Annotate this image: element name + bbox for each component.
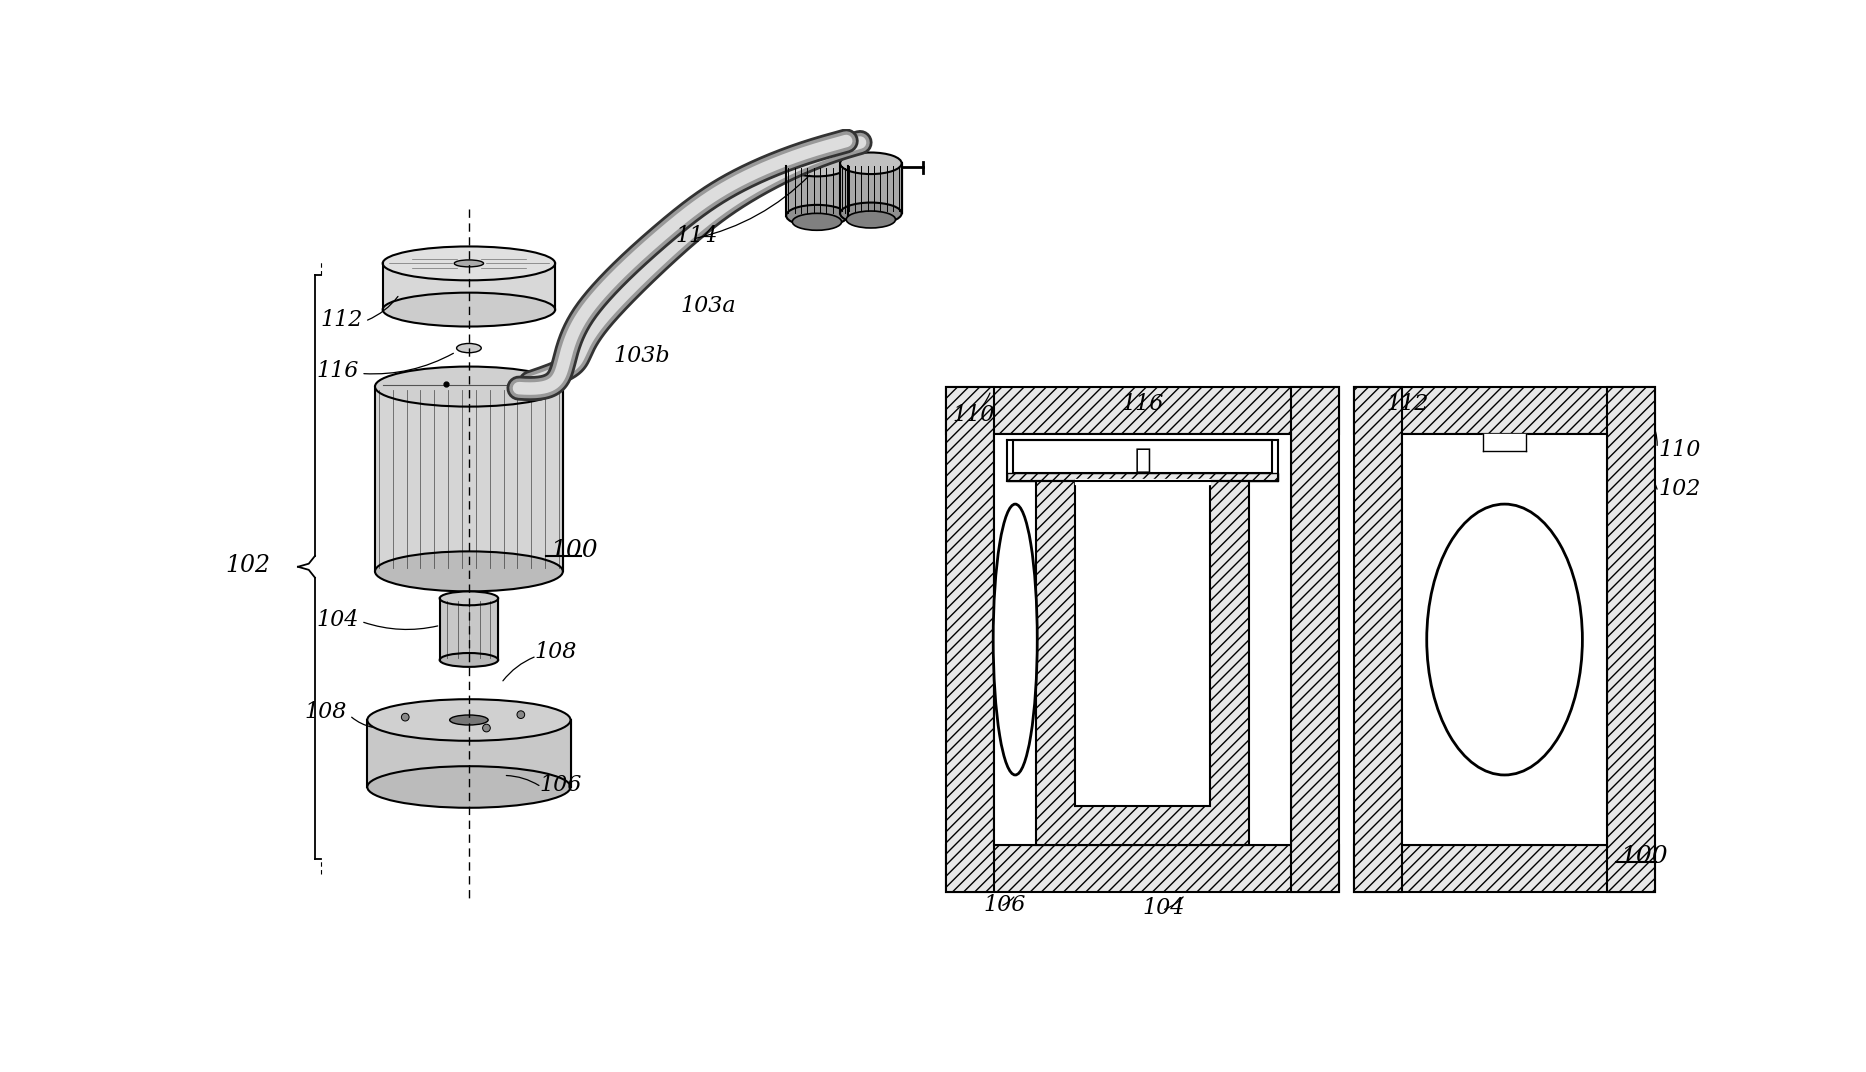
Text: 106: 106	[539, 774, 582, 795]
Ellipse shape	[368, 766, 571, 808]
Text: 110: 110	[1659, 440, 1702, 462]
Ellipse shape	[453, 259, 483, 267]
Ellipse shape	[457, 343, 481, 353]
Ellipse shape	[450, 715, 489, 725]
Ellipse shape	[375, 551, 564, 592]
Text: 112: 112	[321, 309, 362, 330]
Text: 水: 水	[1135, 447, 1151, 474]
Bar	[1607, 387, 1655, 893]
Ellipse shape	[1427, 504, 1582, 775]
Ellipse shape	[845, 211, 896, 228]
Text: 112: 112	[1386, 393, 1429, 415]
Text: 106: 106	[983, 894, 1026, 915]
Text: 100: 100	[1620, 845, 1668, 868]
Text: 104: 104	[1142, 897, 1185, 919]
Ellipse shape	[375, 367, 564, 406]
Text: 102: 102	[1659, 478, 1702, 500]
Bar	[1013, 441, 1273, 473]
Ellipse shape	[440, 653, 498, 667]
Bar	[1355, 387, 1655, 434]
Bar	[1291, 387, 1340, 893]
Text: 103b: 103b	[614, 345, 670, 367]
Bar	[1355, 387, 1401, 893]
Text: 116: 116	[317, 360, 358, 383]
Ellipse shape	[840, 203, 901, 224]
Text: 104: 104	[317, 609, 358, 631]
Circle shape	[401, 713, 409, 721]
Bar	[946, 845, 1340, 893]
Ellipse shape	[368, 699, 571, 741]
Bar	[1036, 480, 1248, 845]
Bar	[1008, 473, 1278, 480]
Ellipse shape	[440, 592, 498, 606]
Text: 114: 114	[675, 225, 718, 248]
Ellipse shape	[793, 213, 842, 230]
Ellipse shape	[383, 247, 556, 281]
Text: 100: 100	[550, 539, 597, 562]
Bar	[946, 387, 995, 893]
Circle shape	[483, 725, 491, 732]
Ellipse shape	[993, 504, 1037, 775]
Ellipse shape	[786, 205, 847, 226]
Bar	[1355, 845, 1655, 893]
Bar	[1401, 434, 1607, 845]
Circle shape	[517, 711, 524, 718]
Text: 116: 116	[1121, 393, 1164, 415]
Ellipse shape	[840, 152, 901, 174]
Bar	[946, 387, 1340, 434]
Text: 108: 108	[304, 701, 347, 724]
Text: 102: 102	[226, 554, 271, 578]
Text: 103a: 103a	[681, 295, 737, 316]
Bar	[1075, 480, 1211, 806]
Text: 110: 110	[952, 404, 995, 426]
Ellipse shape	[786, 154, 847, 177]
Ellipse shape	[383, 293, 556, 327]
Bar	[995, 434, 1291, 845]
Text: 108: 108	[534, 641, 577, 664]
